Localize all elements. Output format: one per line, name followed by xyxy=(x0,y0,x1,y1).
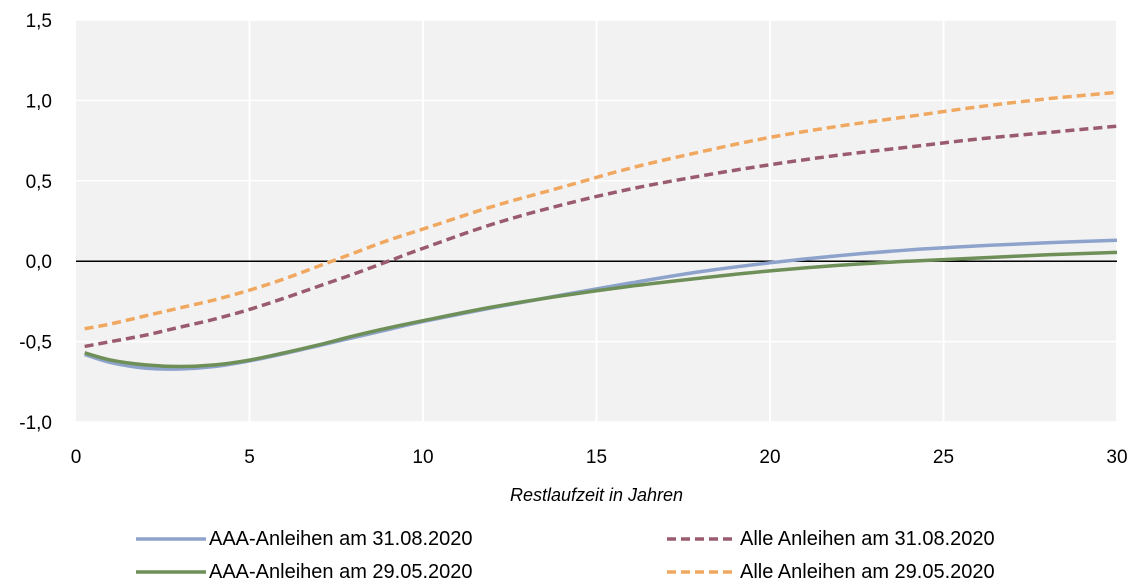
x-axis-title: Restlaufzeit in Jahren xyxy=(510,485,683,505)
grid-lines xyxy=(76,19,1118,423)
legend: AAA-Anleihen am 31.08.2020 AAA-Anleihen a… xyxy=(136,528,995,583)
series-line-aaa-anleihen-am-29-05-2020 xyxy=(84,250,1118,369)
y-axis-tick-labels: -1,0 -0,5 0,0 0,5 1,0 1,5 xyxy=(19,11,52,434)
x-axis-tick-labels: 0 5 10 15 20 25 30 xyxy=(71,447,1128,468)
y-tick-label: 1,5 xyxy=(26,11,52,32)
legend-label-alle-anleihen-am-31-08-2020: Alle Anleihen am 31.08.2020 xyxy=(740,528,995,550)
legend-label-alle-anleihen-am-29-05-2020: Alle Anleihen am 29.05.2020 xyxy=(740,561,995,583)
x-tick-label: 25 xyxy=(933,447,954,468)
x-tick-label: 5 xyxy=(244,447,255,468)
legend-label-aaa-anleihen-am-29-05-2020: AAA-Anleihen am 29.05.2020 xyxy=(209,561,473,583)
series-lines xyxy=(84,90,1118,371)
legend-label-aaa-anleihen-am-31-08-2020: AAA-Anleihen am 31.08.2020 xyxy=(209,528,473,550)
y-tick-label: -1,0 xyxy=(19,413,52,434)
y-tick-label: 0,5 xyxy=(26,172,52,193)
series-line-alle-anleihen-am-31-08-2020 xyxy=(84,124,1118,349)
x-tick-label: 0 xyxy=(71,447,82,468)
y-tick-label: -0,5 xyxy=(19,333,52,354)
y-tick-label: 1,0 xyxy=(26,91,52,112)
x-tick-label: 10 xyxy=(412,447,433,468)
x-tick-label: 20 xyxy=(759,447,780,468)
y-tick-label: 0,0 xyxy=(26,252,52,273)
x-tick-label: 30 xyxy=(1106,447,1127,468)
x-tick-label: 15 xyxy=(586,447,607,468)
series-line-alle-anleihen-am-29-05-2020 xyxy=(84,90,1118,331)
